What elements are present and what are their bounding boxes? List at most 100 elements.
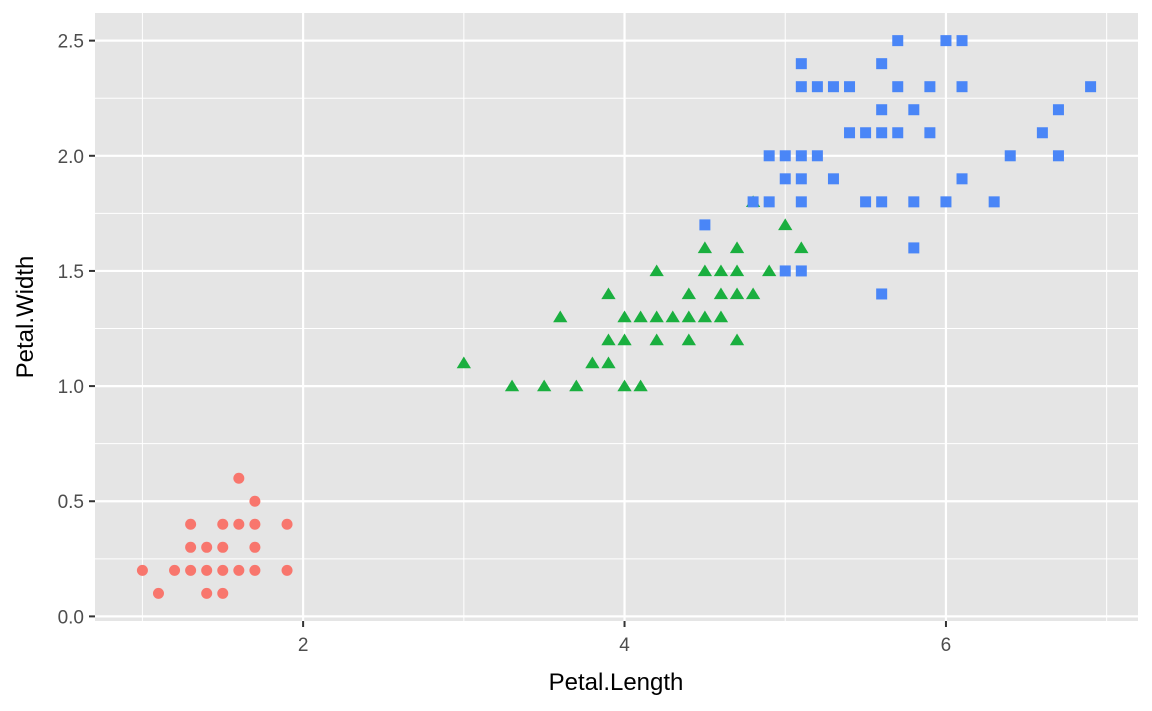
point-circle [201, 587, 213, 599]
point-square [779, 265, 791, 277]
point-triangle [617, 379, 632, 392]
point-circle [233, 518, 245, 530]
x-tick-label: 4 [619, 635, 630, 656]
point-circle [185, 518, 197, 530]
point-triangle [729, 264, 745, 277]
point-triangle [762, 264, 777, 277]
point-circle [249, 495, 261, 507]
point-triangle [745, 287, 761, 300]
point-triangle [681, 333, 696, 346]
point-triangle [617, 310, 632, 323]
point-circle [233, 472, 245, 484]
point-triangle [601, 356, 616, 369]
point-circle [249, 564, 261, 576]
point-triangle [537, 379, 552, 392]
point-triangle [504, 379, 520, 392]
point-triangle [729, 241, 745, 254]
point-square [956, 173, 968, 185]
point-triangle [729, 333, 745, 346]
point-square [876, 104, 888, 116]
point-circle [217, 564, 229, 576]
point-square [956, 35, 968, 47]
point-triangle [633, 379, 648, 392]
point-square [924, 127, 936, 139]
major-gridlines [95, 13, 1138, 621]
point-square [908, 242, 920, 254]
point-circle [249, 518, 261, 530]
point-square [779, 173, 791, 185]
point-triangle [569, 379, 584, 392]
point-square [795, 150, 807, 162]
point-circle [217, 518, 229, 530]
y-tick-label: 2.0 [58, 147, 84, 168]
point-square [892, 81, 904, 93]
point-triangle [681, 287, 696, 300]
point-square [1052, 150, 1064, 162]
point-square [795, 196, 807, 208]
point-square [860, 127, 872, 139]
point-square [892, 127, 904, 139]
point-circle [281, 564, 293, 576]
y-tick-label: 0.0 [58, 607, 84, 628]
point-triangle [665, 310, 680, 323]
point-triangle [697, 264, 713, 277]
point-square [988, 196, 1000, 208]
point-square [876, 58, 888, 70]
point-square [924, 81, 936, 93]
point-square [699, 219, 711, 231]
x-axis-title: Petal.Length [549, 669, 684, 696]
point-square [1085, 81, 1097, 93]
point-square [940, 35, 952, 47]
point-triangle [456, 356, 471, 369]
point-triangle [601, 333, 616, 346]
point-circle [233, 564, 245, 576]
point-square [892, 35, 904, 47]
point-square [811, 81, 823, 93]
x-axis: 2 4 6 [298, 621, 951, 656]
point-square [795, 58, 807, 70]
point-square [1052, 104, 1064, 116]
point-triangle [697, 241, 713, 254]
y-tick-label: 2.5 [58, 32, 84, 53]
minor-gridlines [95, 13, 1138, 621]
y-tick-label: 1.5 [58, 262, 84, 283]
point-square [747, 196, 759, 208]
point-square [876, 288, 888, 300]
point-circle [185, 541, 197, 553]
panel-background [95, 13, 1138, 621]
point-circle [201, 564, 213, 576]
point-square [940, 196, 952, 208]
point-square [908, 196, 920, 208]
point-triangle [713, 310, 729, 323]
point-triangle [794, 241, 809, 254]
point-triangle [778, 218, 793, 231]
point-square [795, 173, 807, 185]
point-triangle [585, 356, 600, 369]
point-square [956, 81, 968, 93]
y-tick-label: 0.5 [58, 492, 84, 513]
point-square [763, 150, 775, 162]
x-tick-label: 2 [298, 635, 309, 656]
point-triangle [713, 264, 729, 277]
point-triangle [697, 310, 713, 323]
point-square [1004, 150, 1016, 162]
point-square [763, 196, 775, 208]
point-triangle [729, 287, 745, 300]
point-triangle [553, 310, 568, 323]
point-triangle [681, 310, 696, 323]
point-triangle [649, 310, 664, 323]
point-square [779, 150, 791, 162]
point-square [827, 173, 839, 185]
point-circle [185, 564, 197, 576]
point-square [844, 127, 856, 139]
point-circle [169, 564, 181, 576]
point-circle [249, 541, 261, 553]
point-square [811, 150, 823, 162]
point-square [908, 104, 920, 116]
point-triangle [713, 287, 729, 300]
point-square [827, 81, 839, 93]
y-axis-title: Petal.Width [12, 256, 39, 379]
point-square [876, 196, 888, 208]
point-triangle [649, 333, 664, 346]
